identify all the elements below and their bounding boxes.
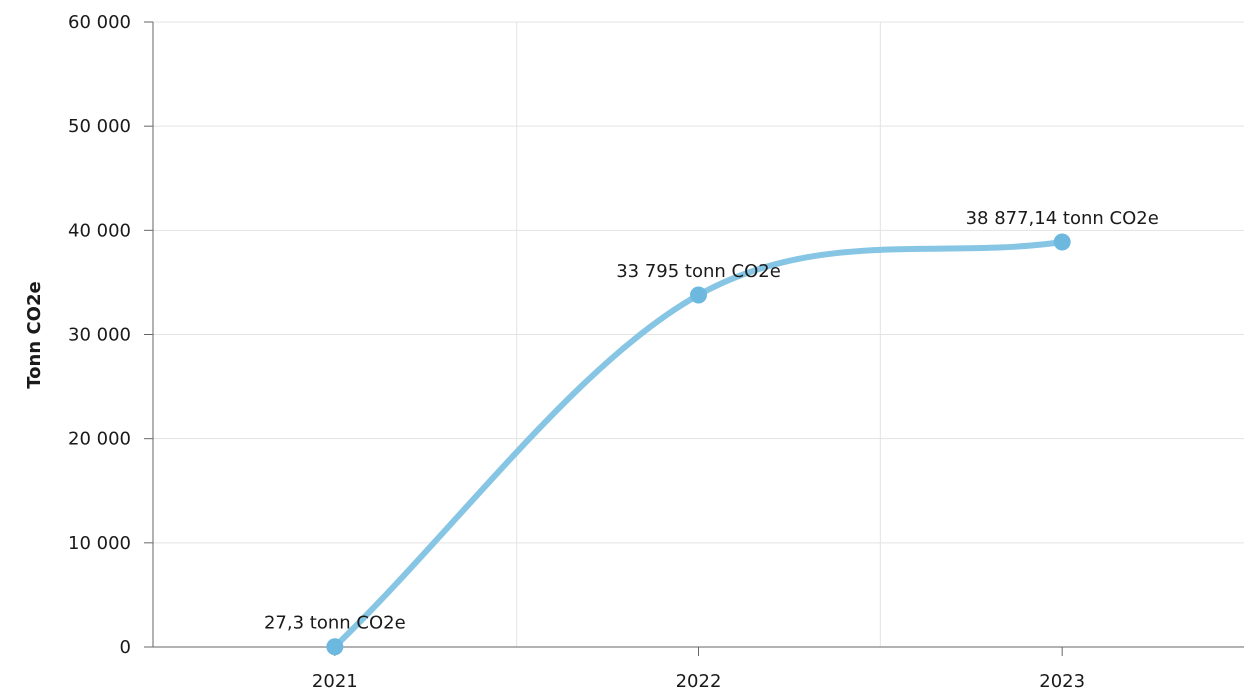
grid-layer bbox=[153, 21, 1244, 647]
data-point-marker bbox=[690, 286, 707, 304]
y-tick-label: 40 000 bbox=[68, 220, 131, 241]
axis-layer: 0 10 000 20 000 30 000 40 000 50 000 60 000 202… bbox=[68, 12, 1244, 692]
x-tick-label: 2023 bbox=[1039, 671, 1085, 692]
y-tick-label: 0 bbox=[120, 637, 131, 658]
series-line bbox=[331, 239, 1066, 650]
y-tick-label: 60 000 bbox=[68, 12, 131, 33]
y-tick-label: 20 000 bbox=[68, 429, 131, 450]
y-axis-title: Tonn CO2e bbox=[24, 281, 45, 388]
data-point-marker bbox=[1053, 233, 1071, 251]
label-layer: 27,3 tonn CO2e 33 795 tonn CO2e 38 877,14 … bbox=[264, 208, 1159, 634]
x-tick-label: 2021 bbox=[312, 671, 358, 692]
data-label: 38 877,14 tonn CO2e bbox=[966, 208, 1159, 229]
data-point-marker bbox=[326, 638, 344, 656]
data-label: 33 795 tonn CO2e bbox=[616, 261, 781, 282]
y-tick-label: 50 000 bbox=[68, 116, 131, 137]
x-tick-label: 2022 bbox=[676, 671, 722, 692]
y-tick-label: 10 000 bbox=[68, 533, 131, 554]
data-label: 27,3 tonn CO2e bbox=[264, 613, 406, 634]
series-layer bbox=[326, 233, 1071, 656]
y-tick-label: 30 000 bbox=[68, 325, 131, 346]
